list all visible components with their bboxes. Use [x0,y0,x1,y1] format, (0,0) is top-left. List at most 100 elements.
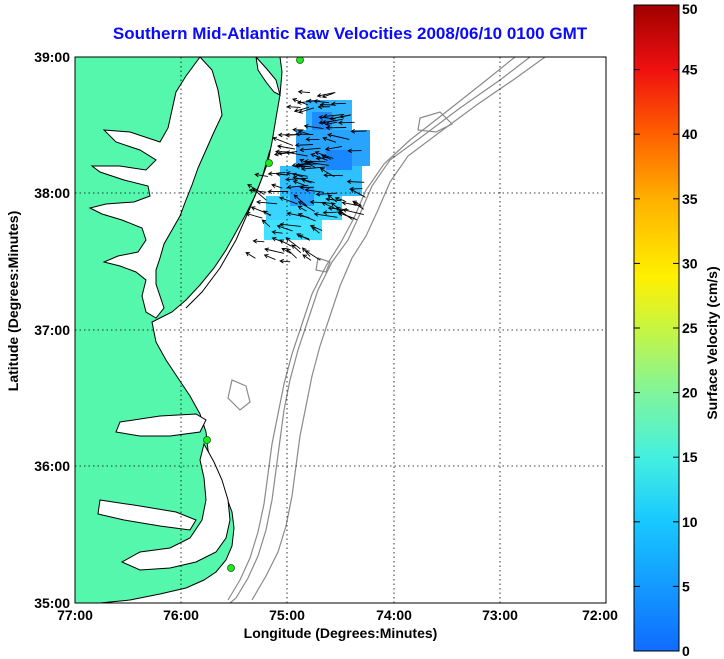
pamlico-sound [120,442,231,571]
velocity-arrow-icon [297,206,307,212]
map-area [75,57,606,603]
velocity-arrow-icon [305,137,320,142]
velocity-arrow-icon [299,147,321,153]
velocity-arrow-icon [285,171,308,177]
velocity-arrow-icon [321,118,343,125]
albemarle-sound [115,413,207,437]
velocity-arrows [245,89,367,264]
velocity-arrow-icon [306,160,329,166]
colorbar-tick-label: 50 [682,1,698,17]
y-tick-label: 37:00 [34,322,70,338]
x-tick-label: 73:00 [482,607,518,623]
velocity-arrow-icon [342,208,364,216]
y-tick-label: 35:00 [34,595,70,611]
velocity-arrow-icon [297,129,311,136]
land-mass [75,57,283,603]
velocity-arrow-icon [286,248,297,259]
x-tick-label: 77:00 [57,607,93,623]
velocity-arrow-icon [299,158,316,168]
velocity-arrow-icon [304,250,321,261]
velocity-arrow-icon [245,212,263,219]
velocity-arrow-icon [285,237,301,250]
colorbar-tick-label: 40 [682,126,698,142]
velocity-arrow-icon [261,219,271,228]
colorbar-tick-label: 45 [682,62,698,78]
velocity-arrow-icon [300,166,326,172]
station-marker-icon [227,564,235,572]
velocity-arrow-icon [298,163,312,169]
velocity-arrow-icon [250,206,272,216]
velocity-arrow-icon [313,212,338,218]
y-tick-label: 36:00 [34,458,70,474]
velocity-arrow-icon [281,247,292,254]
velocity-arrow-icon [302,254,312,261]
velocity-arrow-icon [297,212,316,222]
velocity-arrow-icon [297,201,315,212]
velocity-arrow-icon [316,92,336,98]
velocity-arrow-icon [301,178,312,184]
bathymetry-contours [227,57,546,603]
velocity-arrow-icon [272,136,294,146]
velocity-arrow-icon [293,194,308,207]
velocity-arrow-icon [292,180,306,187]
velocity-arrow-icon [329,114,352,121]
velocity-arrow-icon [294,142,313,148]
velocity-arrow-icon [291,244,302,254]
map-title: Southern Mid-Atlantic Raw Velocities 200… [112,24,588,43]
velocity-arrow-icon [279,196,298,205]
y-tick-label: 39:00 [34,49,70,65]
velocity-arrow-icon [292,98,308,106]
delaware-bay [255,57,281,96]
chesapeake-bay [88,57,223,319]
velocity-arrow-icon [336,206,343,213]
velocity-arrow-icon [245,252,256,259]
velocity-arrow-icon [291,172,304,178]
colorbar-tick-label: 35 [682,191,698,207]
colorbar-tick-label: 15 [682,449,698,465]
velocity-arrow-icon [327,132,350,140]
velocity-arrow-icon [304,187,324,193]
x-tick-label: 76:00 [163,607,199,623]
velocity-arrow-icon [292,127,304,133]
velocity-arrow-icon [285,177,309,182]
station-marker-icon [265,159,273,167]
velocity-arrow-icon [293,106,310,113]
velocity-arrow-icon [286,184,309,190]
velocity-arrow-icon [325,197,342,202]
velocity-arrow-icon [286,104,301,110]
velocity-arrow-icon [317,104,330,110]
velocity-arrow-icon [298,234,310,240]
velocity-arrow-icon [274,149,289,154]
velocity-arrow-icon [263,254,276,261]
velocity-arrow-icon [285,132,299,138]
y-tick-labels: 39:00 38:00 37:00 36:00 35:00 [34,49,70,611]
x-tick-label: 75:00 [269,607,305,623]
velocity-arrow-icon [337,120,355,126]
velocity-arrow-icon [309,199,332,205]
velocity-arrow-icon [321,154,332,160]
velocity-arrow-icon [267,171,286,176]
velocity-arrow-icon [256,199,278,205]
velocity-arrow-icon [350,129,367,134]
velocity-arrow-icon [271,237,284,243]
velocity-arrow-icon [264,247,284,254]
x-tick-labels: 77:00 76:00 75:00 74:00 73:00 72:00 [57,607,618,623]
velocity-arrow-icon [271,230,283,235]
colorbar-tick-label: 10 [682,514,698,530]
velocity-arrow-icon [319,102,334,107]
velocity-arrow-icon [254,172,268,178]
y-tick-label: 38:00 [34,185,70,201]
velocity-arrow-icon [352,200,362,206]
velocity-arrow-icon [323,172,343,178]
velocity-arrow-icon [297,89,311,95]
velocity-arrow-icon [275,171,289,177]
colorbar-tick-label: 30 [682,255,698,271]
x-axis-label: Longitude (Degrees:Minutes) [243,625,438,641]
station-marker-icon [296,57,304,64]
velocity-arrow-icon [279,222,302,227]
velocity-arrow-icon [349,188,366,198]
plot-frame [74,56,607,604]
colorbar-tick-label: 0 [682,643,690,659]
velocity-arrow-icon [330,101,346,107]
